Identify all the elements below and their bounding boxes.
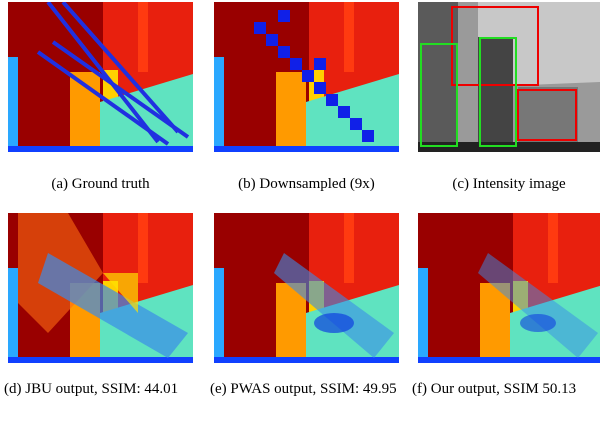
jbu-output-image — [8, 213, 193, 363]
intensity-image — [418, 2, 600, 152]
caption: (e) PWAS output, SSIM: 49.95 — [210, 381, 397, 397]
caption: (a) Ground truth — [51, 176, 150, 192]
caption: (c) Intensity image — [452, 176, 566, 192]
caption: (b) Downsampled (9x) — [238, 176, 375, 192]
downsampled-image — [214, 2, 399, 152]
our-output-image — [418, 213, 600, 363]
caption: (d) JBU output, SSIM: 44.01 — [4, 381, 179, 397]
caption: (f) Our output, SSIM 50.13 — [412, 381, 577, 397]
ground-truth-image — [8, 2, 193, 152]
pwas-output-image — [214, 213, 399, 363]
